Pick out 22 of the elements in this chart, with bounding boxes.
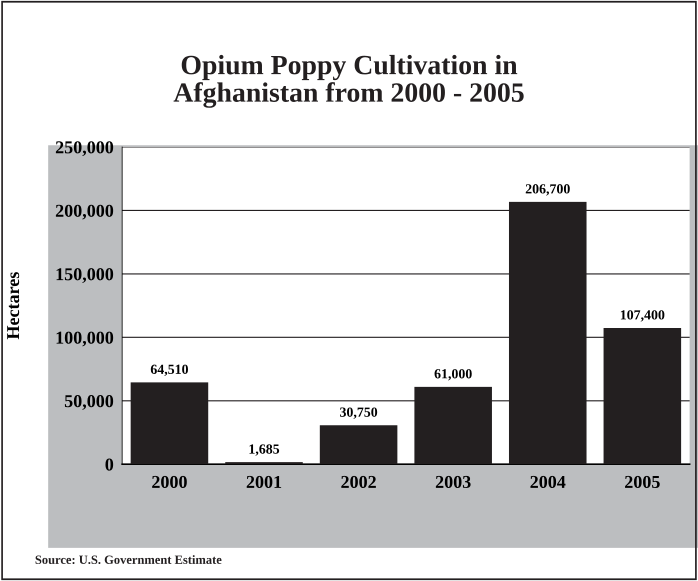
bar bbox=[320, 425, 398, 464]
y-axis-title: Hectares bbox=[7, 272, 20, 340]
x-tick-label: 2000 bbox=[152, 476, 187, 488]
data-label: 64,510 bbox=[150, 364, 188, 376]
x-tick-label: 2002 bbox=[341, 476, 376, 488]
y-tick-label: 200,000 bbox=[56, 204, 114, 220]
data-label: 30,750 bbox=[340, 407, 378, 419]
y-tick-label: 50,000 bbox=[64, 395, 114, 410]
y-tick-label: 0 bbox=[105, 458, 114, 471]
chart-title: Opium Poppy Cultivation in Afghanistan from 2000 - 2005 bbox=[174, 54, 524, 108]
source-note: Source: U.S. Government Estimate bbox=[36, 555, 222, 564]
x-tick-label: 2004 bbox=[530, 476, 566, 488]
y-tick-label: 250,000 bbox=[56, 141, 114, 156]
data-label: 1,685 bbox=[250, 444, 280, 456]
x-tick-label: 2003 bbox=[436, 476, 471, 488]
data-label: 107,400 bbox=[620, 310, 664, 322]
data-label: 61,000 bbox=[434, 369, 472, 380]
y-tick-label: 150,000 bbox=[56, 268, 114, 283]
x-tick-label: 2005 bbox=[625, 476, 660, 488]
x-tick-label: 2001 bbox=[246, 476, 282, 488]
y-tick-label: 100,000 bbox=[56, 332, 114, 346]
data-label: 206,700 bbox=[526, 184, 570, 196]
